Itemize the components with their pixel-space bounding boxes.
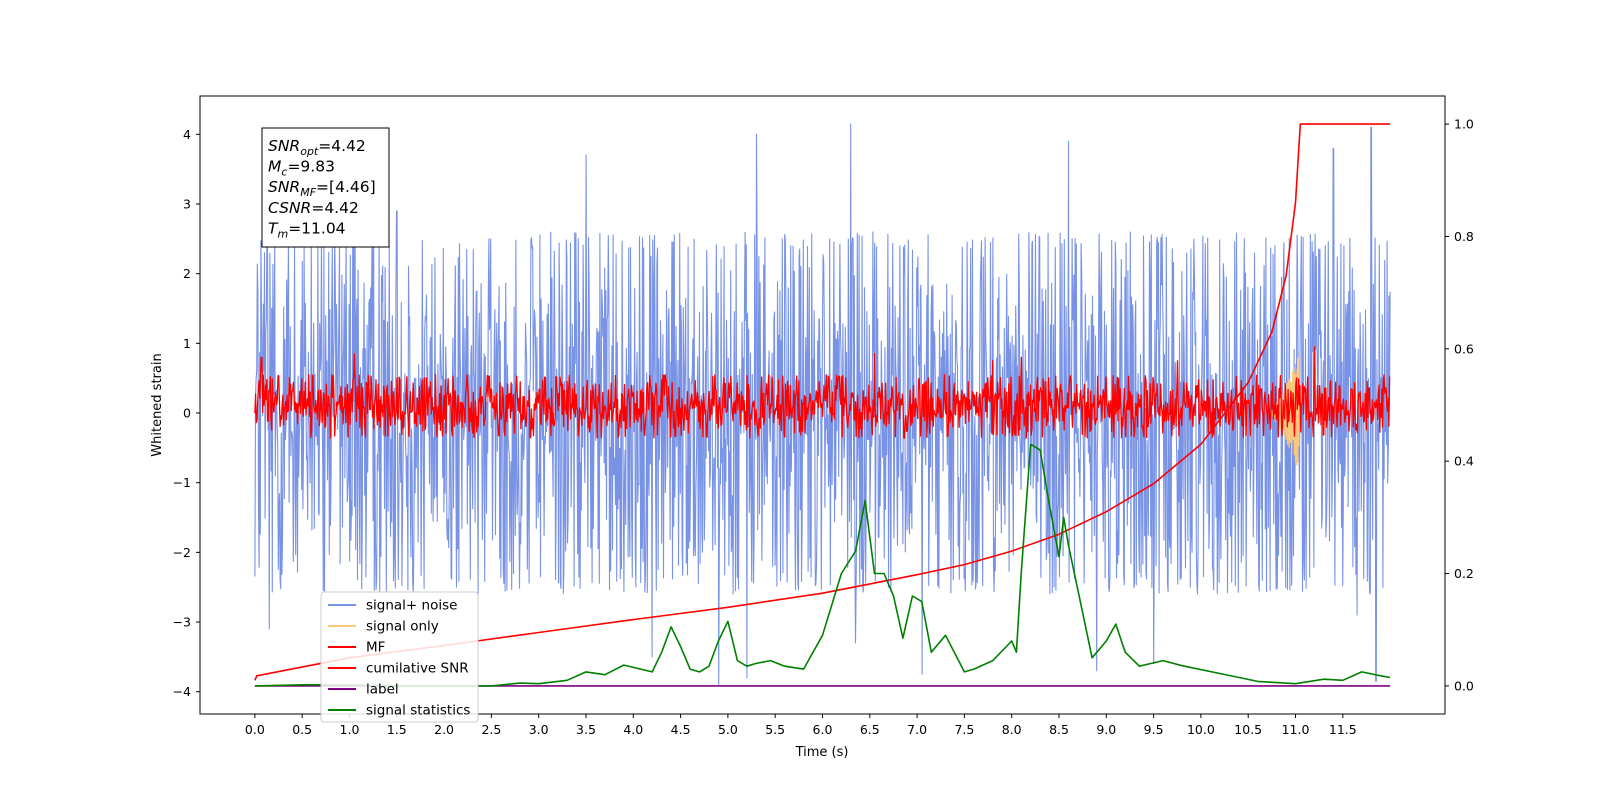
parameter-line: SNRMF=[4.46]	[268, 178, 376, 199]
y-tick-label: −4	[173, 684, 191, 699]
x-axis: 0.0 0.5 1.0 1.5 2.0 2.5 3.0 3.5 4.0 4.5 5.0 5.5 6.0 6…	[245, 714, 1357, 737]
x-tick-label: 6.0	[813, 722, 833, 737]
x-tick-label: 2.0	[434, 722, 454, 737]
signal-noise-series	[254, 123, 1391, 686]
y-axis-right: 1.0 0.8 0.6 0.4 0.2 0.0	[1445, 117, 1474, 693]
mf-series	[254, 346, 1391, 439]
x-tick-label: 8.0	[1002, 722, 1022, 737]
x-tick-label: 10.5	[1234, 722, 1262, 737]
y2-tick-label: 1.0	[1454, 117, 1474, 132]
legend-frame	[320, 591, 479, 723]
x-tick-label: 2.5	[481, 722, 501, 737]
x-tick-label: 3.0	[529, 722, 549, 737]
y2-tick-label: 0.4	[1454, 454, 1474, 469]
x-tick-label: 10.0	[1187, 722, 1215, 737]
parameter-line: Mc=9.83	[268, 158, 335, 179]
x-tick-label: 8.5	[1049, 722, 1069, 737]
parameter-line: Tm=11.04	[268, 219, 346, 240]
y-tick-label: 1	[183, 336, 191, 351]
legend-entry: cumilative SNR	[366, 661, 469, 677]
x-tick-label: 4.0	[623, 722, 643, 737]
x-tick-label: 5.5	[765, 722, 785, 737]
x-tick-label: 5.0	[718, 722, 738, 737]
y2-tick-label: 0.2	[1454, 566, 1474, 581]
x-tick-label: 6.5	[860, 722, 880, 737]
x-tick-label: 9.5	[1144, 722, 1164, 737]
y-axis-label: Whitened strain	[150, 353, 165, 456]
x-tick-label: 11.0	[1282, 722, 1310, 737]
y2-tick-label: 0.8	[1454, 229, 1474, 244]
x-tick-label: 9.0	[1096, 722, 1116, 737]
y2-tick-label: 0.6	[1454, 341, 1474, 356]
x-tick-label: 7.0	[907, 722, 927, 737]
y-tick-label: 3	[183, 196, 191, 211]
x-axis-label: Time (s)	[795, 745, 849, 760]
x-tick-label: 3.5	[576, 722, 596, 737]
parameter-line: CSNR=4.42	[268, 199, 359, 217]
x-tick-label: 0.5	[292, 722, 312, 737]
y-tick-label: −3	[173, 615, 191, 630]
legend-entry: signal+ noise	[366, 598, 457, 614]
legend: signal+ noise signal only MF cumilative SNR…	[320, 591, 479, 723]
x-tick-label: 7.5	[954, 722, 974, 737]
x-tick-label: 1.0	[340, 722, 360, 737]
y-tick-label: 2	[183, 266, 191, 281]
legend-entry: label	[366, 682, 399, 698]
signal-statistics-series	[254, 443, 1391, 687]
x-tick-label: 1.5	[387, 722, 407, 737]
y-axis-left: 4 3 2 1 0 −1 −2 −3 −4	[173, 127, 200, 699]
y2-tick-label: 0.0	[1454, 678, 1474, 693]
y-tick-label: −2	[173, 545, 191, 560]
legend-entry: signal statistics	[366, 703, 470, 719]
parameter-box-frame	[261, 127, 390, 248]
parameter-line: SNRopt=4.42	[268, 137, 366, 158]
legend-entry: MF	[366, 640, 385, 656]
x-tick-label: 11.5	[1329, 722, 1357, 737]
y-tick-label: 0	[183, 406, 191, 421]
y-tick-label: 4	[183, 127, 191, 142]
x-tick-label: 0.0	[245, 722, 265, 737]
legend-entry: signal only	[366, 619, 439, 635]
y-tick-label: −1	[173, 475, 191, 490]
x-tick-label: 4.5	[671, 722, 691, 737]
